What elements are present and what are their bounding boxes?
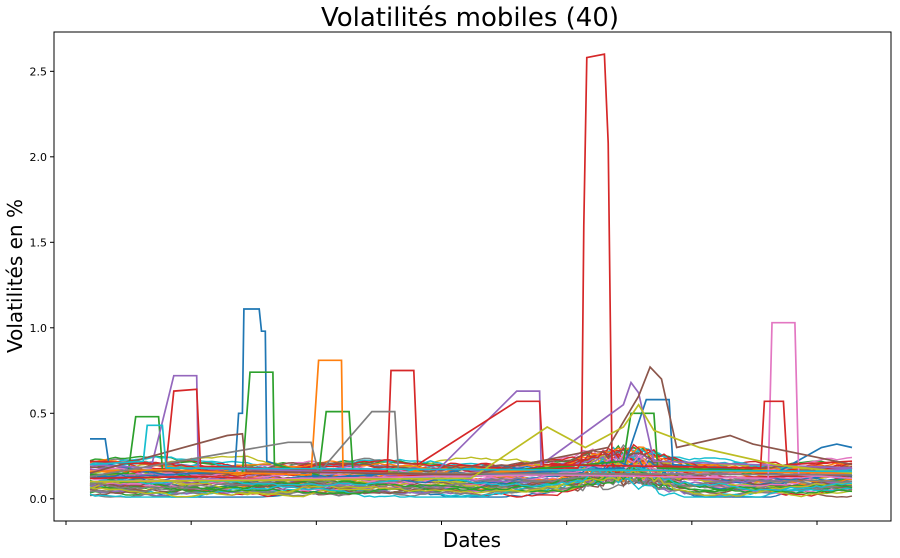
baseline-series-line	[89, 465, 853, 492]
x-axis-ticks	[65, 521, 818, 525]
series-layer	[89, 53, 853, 483]
baseline-series-line	[89, 451, 853, 484]
series-line	[89, 424, 853, 473]
series-line	[89, 53, 853, 481]
y-axis-ticks: 0.0 0.5 1.0 1.5 2.0 2.5	[30, 65, 54, 506]
baseline-series-line	[89, 454, 853, 476]
x-axis-label: Dates	[443, 528, 501, 552]
series-line	[89, 369, 853, 473]
baseline-series-line	[89, 474, 853, 498]
series-line	[89, 403, 853, 483]
y-tick-label: 1.0	[30, 322, 48, 335]
y-tick-label: 0.5	[30, 407, 48, 420]
series-line	[89, 410, 853, 478]
y-axis-label: Volatilités en %	[3, 199, 27, 353]
y-tick-label: 0.0	[30, 493, 48, 506]
series-line	[90, 308, 853, 480]
chart-title: Volatilités mobiles (40)	[321, 3, 619, 33]
series-line	[89, 365, 853, 476]
baseline-series-line	[89, 465, 853, 493]
plot-area	[89, 53, 853, 498]
y-tick-label: 2.5	[30, 65, 48, 78]
series-line	[89, 374, 853, 476]
series-line	[89, 371, 853, 476]
baseline-series-line	[89, 468, 853, 498]
y-tick-label: 2.0	[30, 151, 48, 164]
plot-frame	[53, 31, 892, 522]
y-axis-label-group: Volatilités en %	[3, 199, 27, 353]
y-tick-label: 1.5	[30, 236, 48, 249]
